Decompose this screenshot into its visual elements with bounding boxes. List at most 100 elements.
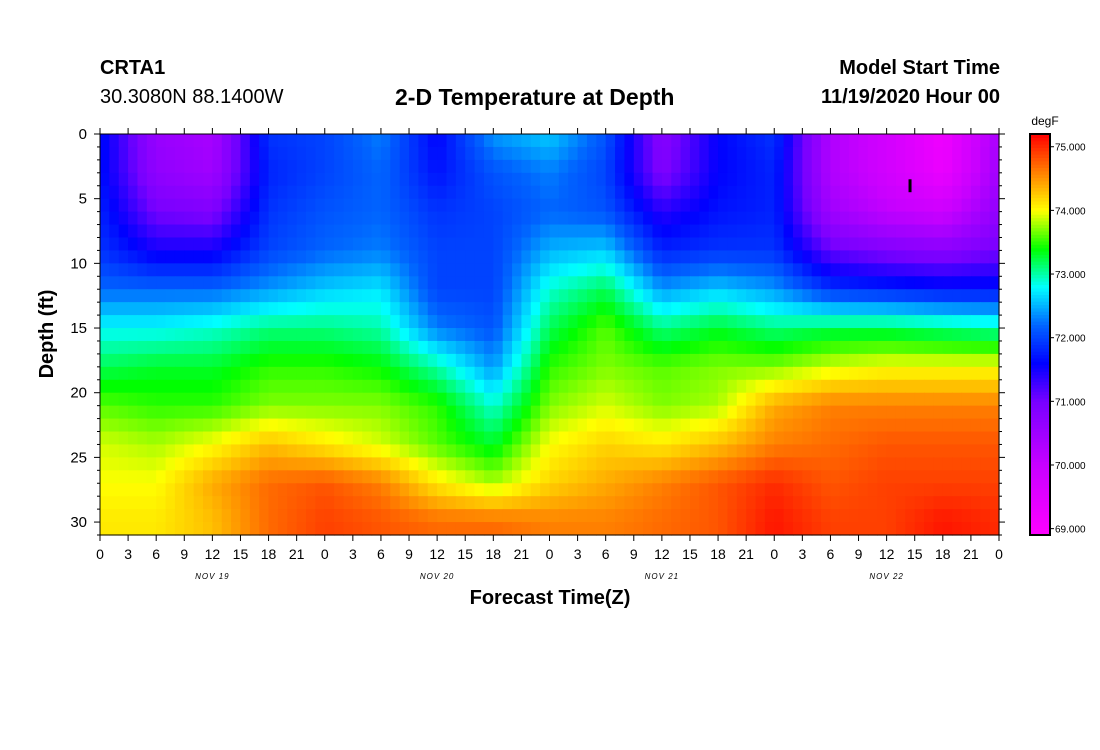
heatmap-cell	[399, 457, 410, 471]
heatmap-cell	[961, 366, 972, 381]
heatmap-cell	[371, 159, 382, 174]
heatmap-cell	[596, 470, 607, 484]
heatmap-cell	[343, 353, 354, 368]
heatmap-cell	[512, 185, 522, 200]
colorbar-segment	[1030, 294, 1050, 299]
heatmap-cell	[633, 224, 644, 239]
heatmap-cell	[193, 263, 204, 277]
heatmap-cell	[933, 457, 944, 471]
heatmap-cell	[746, 431, 757, 446]
heatmap-cell	[409, 198, 419, 213]
heatmap-cell	[877, 483, 888, 497]
heatmap-cell	[156, 405, 167, 420]
heatmap-cell	[483, 353, 494, 368]
heatmap-cell	[512, 315, 522, 329]
heatmap-cell	[952, 444, 963, 458]
heatmap-cell	[212, 237, 223, 252]
heatmap-cell	[586, 392, 597, 407]
heatmap-cell	[446, 392, 457, 407]
heatmap-cell	[109, 470, 120, 484]
heatmap-cell	[324, 366, 335, 381]
heatmap-cell	[100, 302, 110, 316]
heatmap-cell	[165, 237, 176, 252]
heatmap-cell	[212, 405, 223, 420]
heatmap-cell	[240, 250, 251, 264]
heatmap-cell	[942, 405, 953, 420]
heatmap-cell	[867, 172, 878, 187]
heatmap-cell	[137, 224, 148, 239]
heatmap-cell	[839, 353, 850, 368]
heatmap-cell	[783, 509, 794, 523]
heatmap-cell	[306, 134, 316, 148]
heatmap-cell	[109, 302, 120, 316]
heatmap-cell	[839, 315, 850, 329]
colorbar-segment	[1030, 234, 1050, 239]
heatmap-cell	[306, 211, 316, 226]
heatmap-cell	[671, 211, 682, 226]
heatmap-cell	[446, 457, 457, 471]
heatmap-cell	[137, 418, 148, 433]
heatmap-cell	[942, 483, 953, 497]
heatmap-cell	[146, 185, 157, 200]
heatmap-cell	[708, 263, 719, 277]
heatmap-cell	[399, 276, 410, 290]
heatmap-cell	[952, 366, 963, 381]
heatmap-cell	[708, 379, 719, 394]
heatmap-cell	[764, 444, 775, 458]
heatmap-cell	[830, 302, 841, 316]
heatmap-cell	[811, 146, 822, 161]
heatmap-cell	[399, 250, 410, 264]
heatmap-cell	[577, 405, 588, 420]
heatmap-cell	[240, 211, 251, 226]
heatmap-cell	[755, 134, 766, 148]
heatmap-cell	[362, 379, 373, 394]
heatmap-cell	[680, 263, 691, 277]
heatmap-cell	[924, 172, 935, 187]
heatmap-cell	[615, 379, 626, 394]
heatmap-cell	[558, 237, 569, 252]
heatmap-cell	[512, 237, 522, 252]
heatmap-cell	[390, 159, 401, 174]
heatmap-cell	[802, 315, 813, 329]
heatmap-cell	[100, 198, 110, 213]
heatmap-cell	[727, 289, 738, 303]
heatmap-cell	[221, 392, 232, 407]
heatmap-cell	[980, 263, 991, 277]
heatmap-cell	[689, 198, 700, 213]
heatmap-cell	[240, 444, 251, 458]
heatmap-cell	[268, 250, 279, 264]
heatmap-cell	[437, 146, 448, 161]
heatmap-cell	[886, 340, 897, 355]
heatmap-cell	[371, 328, 382, 342]
heatmap-cell	[343, 224, 354, 239]
heatmap-cell	[118, 405, 129, 420]
heatmap-cell	[315, 263, 326, 277]
heatmap-cell	[764, 353, 775, 368]
heatmap-cell	[746, 457, 757, 471]
heatmap-cell	[324, 496, 335, 510]
heatmap-cell	[455, 211, 466, 226]
x-tick-label: 3	[349, 546, 357, 562]
heatmap-cell	[100, 470, 110, 484]
heatmap-cell	[886, 379, 897, 394]
heatmap-cell	[615, 302, 626, 316]
heatmap-cell	[895, 379, 906, 394]
heatmap-cell	[418, 134, 429, 148]
heatmap-cell	[792, 379, 803, 394]
heatmap-cell	[483, 431, 494, 446]
colorbar-segment	[1030, 291, 1050, 295]
heatmap-cell	[334, 353, 345, 368]
heatmap-cell	[858, 366, 869, 381]
heatmap-cell	[577, 263, 588, 277]
heatmap-cell	[671, 405, 682, 420]
heatmap-cell	[624, 340, 635, 355]
heatmap-cell	[549, 134, 560, 148]
heatmap-cell	[718, 172, 729, 187]
heatmap-cell	[249, 431, 260, 446]
heatmap-cells	[100, 134, 1000, 536]
heatmap-cell	[755, 431, 766, 446]
heatmap-cell	[277, 185, 288, 200]
heatmap-cell	[661, 159, 672, 174]
heatmap-cell	[671, 522, 682, 536]
heatmap-cell	[708, 146, 719, 161]
